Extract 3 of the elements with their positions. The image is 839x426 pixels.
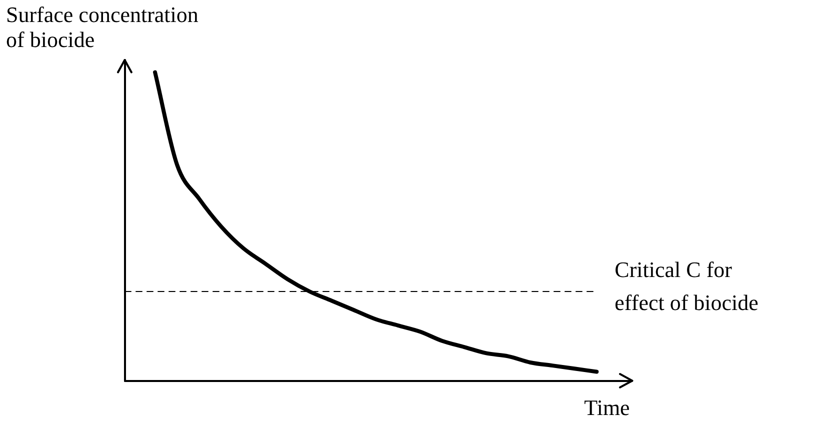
y-axis-title: Surface concentration of biocide bbox=[6, 2, 198, 52]
ref-line-label: Critical C for effect of biocide bbox=[614, 256, 758, 315]
x-axis-title: Time bbox=[584, 394, 630, 420]
